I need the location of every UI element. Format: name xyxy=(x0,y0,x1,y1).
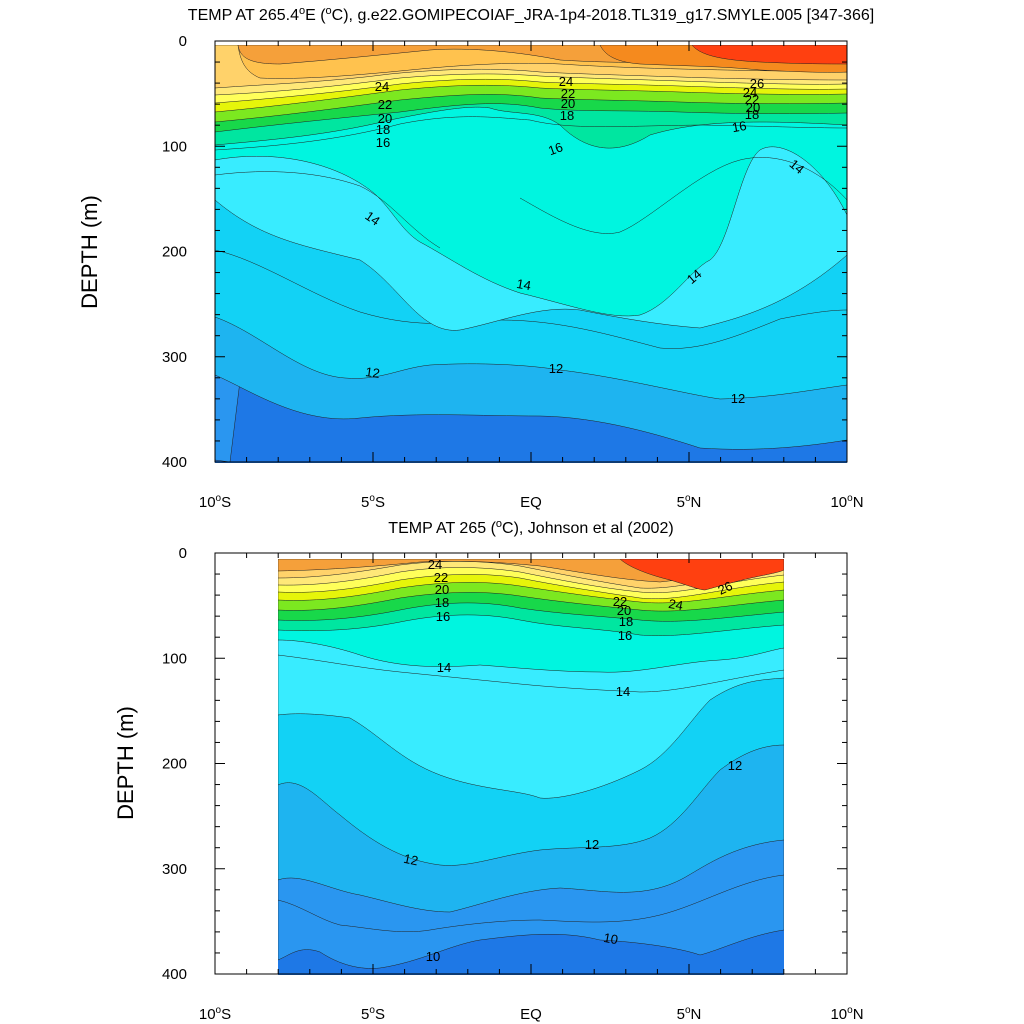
contour-label: 22 xyxy=(378,97,392,112)
contour-label: 18 xyxy=(745,107,759,122)
y-tick-label: 200 xyxy=(162,756,187,773)
x-tick-label: 5oN xyxy=(677,1005,702,1023)
y-tick-label: 300 xyxy=(162,861,187,878)
bottom-contour-line xyxy=(278,654,784,693)
contour-label: 12 xyxy=(549,361,563,376)
x-tick-label: 5oS xyxy=(361,493,385,511)
contour-label: 22 xyxy=(613,594,627,609)
contour-label: 12 xyxy=(728,758,742,773)
top-contour-line xyxy=(215,171,441,249)
contour-label: 10 xyxy=(426,949,440,964)
top-axes: 0 100 200 300 400 10oS 5oS EQ 5oN 10oN xyxy=(162,33,864,511)
bottom-plot-area xyxy=(278,559,784,975)
y-tick-label: 0 xyxy=(179,545,187,562)
contour-label: 20 xyxy=(746,100,760,115)
contour-label: 22 xyxy=(434,570,448,585)
contour-label: 12 xyxy=(731,391,745,406)
bottom-y-axis-label: DEPTH (m) xyxy=(113,706,138,820)
contour-label: 22 xyxy=(561,86,575,101)
contour-label: 14 xyxy=(515,276,532,293)
contour-label: 12 xyxy=(364,364,380,381)
x-tick-label: 10oS xyxy=(199,493,231,511)
contour-label: 12 xyxy=(585,837,599,852)
x-tick-label: EQ xyxy=(520,494,542,511)
x-tick-label: 10oN xyxy=(830,1005,863,1023)
y-tick-label: 100 xyxy=(162,650,187,667)
contour-label: 16 xyxy=(376,135,390,150)
top-plot-area xyxy=(215,45,847,463)
contour-label: 16 xyxy=(618,628,632,643)
contour-label: 26 xyxy=(750,76,764,91)
contour-label: 18 xyxy=(560,108,574,123)
top-panel: TEMP AT 265.4oE (oC), g.e22.GOMIPECOIAF_… xyxy=(77,5,874,511)
contour-label: 20 xyxy=(561,96,575,111)
contour-label: 18 xyxy=(435,595,449,610)
top-contour-labels: 24 22 20 18 16 14 12 24 22 20 18 16 14 1… xyxy=(362,74,807,406)
bottom-contour-labels: 24 22 20 18 16 14 12 10 22 20 18 16 14 1… xyxy=(402,557,742,964)
y-tick-label: 200 xyxy=(162,244,187,261)
y-tick-label: 300 xyxy=(162,349,187,366)
contour-label: 24 xyxy=(743,85,757,100)
contour-label: 14 xyxy=(437,660,451,675)
bottom-band-26 xyxy=(619,559,784,591)
y-tick-label: 100 xyxy=(162,138,187,155)
contour-label: 10 xyxy=(602,930,619,947)
x-tick-label: EQ xyxy=(520,1006,542,1023)
contour-label: 26 xyxy=(715,578,734,598)
bottom-panel-title: TEMP AT 265 (oC), Johnson et al (2002) xyxy=(388,518,673,537)
x-tick-label: 5oN xyxy=(677,493,702,511)
contour-label: 18 xyxy=(619,614,633,629)
y-tick-label: 400 xyxy=(162,966,187,983)
top-y-axis-label: DEPTH (m) xyxy=(77,195,102,309)
bottom-contour-line xyxy=(278,874,784,932)
x-tick-label: 10oN xyxy=(830,493,863,511)
contour-label: 16 xyxy=(546,139,565,158)
y-tick-label: 400 xyxy=(162,454,187,471)
contour-label: 20 xyxy=(617,603,631,618)
contour-label: 20 xyxy=(378,111,392,126)
bottom-panel: TEMP AT 265 (oC), Johnson et al (2002) 2… xyxy=(113,518,864,1023)
top-band-26 xyxy=(691,45,847,65)
contour-label: 24 xyxy=(428,557,442,572)
contour-label: 18 xyxy=(376,122,390,137)
contour-label: 20 xyxy=(435,582,449,597)
contour-label: 12 xyxy=(402,851,419,869)
contour-label: 16 xyxy=(731,118,748,135)
bottom-axes: 0 100 200 300 400 10oS 5oS EQ 5oN 10oN xyxy=(162,545,864,1023)
contour-label: 14 xyxy=(362,208,382,229)
x-tick-label: 10oS xyxy=(199,1005,231,1023)
top-contour-line xyxy=(519,157,847,234)
top-y-ticks: 0 100 200 300 400 xyxy=(162,33,847,471)
top-panel-title: TEMP AT 265.4oE (oC), g.e22.GOMIPECOIAF_… xyxy=(188,5,874,24)
contour-label: 24 xyxy=(375,79,389,94)
contour-label: 14 xyxy=(616,684,630,699)
x-tick-label: 5oS xyxy=(361,1005,385,1023)
contour-label: 16 xyxy=(436,609,450,624)
contour-label: 22 xyxy=(745,92,759,107)
y-tick-label: 0 xyxy=(179,33,187,50)
contour-label: 24 xyxy=(667,596,684,613)
bottom-x-ticks: 10oS 5oS EQ 5oN 10oN xyxy=(199,553,864,1023)
top-x-ticks: 10oS 5oS EQ 5oN 10oN xyxy=(199,41,864,511)
bottom-y-ticks: 0 100 200 300 400 xyxy=(162,545,847,983)
top-contour-line xyxy=(215,116,847,151)
contour-label: 24 xyxy=(559,74,573,89)
